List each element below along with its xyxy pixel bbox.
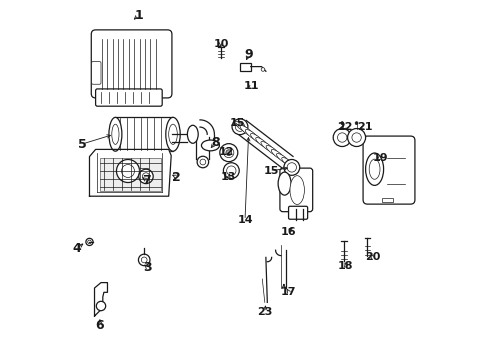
Circle shape <box>235 122 245 131</box>
Ellipse shape <box>109 117 122 151</box>
Text: 5: 5 <box>78 138 87 150</box>
Bar <box>116 117 173 151</box>
Ellipse shape <box>112 124 119 144</box>
Circle shape <box>347 129 366 147</box>
Circle shape <box>200 159 206 165</box>
Circle shape <box>139 169 153 184</box>
Text: 20: 20 <box>365 252 381 262</box>
Circle shape <box>284 159 300 175</box>
Text: 3: 3 <box>143 261 151 274</box>
Circle shape <box>227 166 236 175</box>
Ellipse shape <box>187 125 198 143</box>
Circle shape <box>143 173 149 180</box>
Circle shape <box>86 238 93 246</box>
Circle shape <box>97 301 106 311</box>
Circle shape <box>220 144 238 162</box>
Bar <box>139 168 148 174</box>
Text: 6: 6 <box>96 319 104 332</box>
Circle shape <box>139 254 150 266</box>
Text: 19: 19 <box>372 153 388 163</box>
Text: 7: 7 <box>142 174 150 186</box>
Circle shape <box>333 129 351 147</box>
Text: 10: 10 <box>213 39 228 49</box>
Text: 15: 15 <box>263 166 279 176</box>
Text: 16: 16 <box>280 227 296 237</box>
Bar <box>382 198 392 202</box>
Text: 23: 23 <box>257 307 272 318</box>
Ellipse shape <box>261 141 274 152</box>
FancyBboxPatch shape <box>96 89 162 106</box>
Text: 4: 4 <box>72 242 81 255</box>
FancyBboxPatch shape <box>289 206 308 219</box>
Bar <box>240 63 251 71</box>
Text: 11: 11 <box>244 81 259 91</box>
Ellipse shape <box>290 176 304 204</box>
Circle shape <box>352 133 361 142</box>
Ellipse shape <box>369 159 380 179</box>
Text: 13: 13 <box>221 172 237 182</box>
Text: 1: 1 <box>134 9 143 22</box>
Text: 22: 22 <box>337 122 353 132</box>
Circle shape <box>197 156 209 168</box>
Circle shape <box>117 159 140 183</box>
Text: 21: 21 <box>357 122 372 132</box>
Circle shape <box>341 122 343 125</box>
Ellipse shape <box>276 153 290 164</box>
Ellipse shape <box>271 149 284 160</box>
Circle shape <box>338 133 347 142</box>
Ellipse shape <box>266 145 279 156</box>
Text: 2: 2 <box>172 171 181 184</box>
Circle shape <box>122 165 134 177</box>
Ellipse shape <box>166 117 180 151</box>
Circle shape <box>141 257 147 263</box>
Text: 12: 12 <box>219 147 234 157</box>
Circle shape <box>224 148 234 158</box>
FancyBboxPatch shape <box>363 136 415 204</box>
Bar <box>100 158 161 191</box>
FancyBboxPatch shape <box>91 30 172 98</box>
Circle shape <box>287 163 296 172</box>
Ellipse shape <box>240 126 253 136</box>
Text: 18: 18 <box>338 261 354 271</box>
Text: 9: 9 <box>245 48 253 61</box>
FancyBboxPatch shape <box>92 62 101 84</box>
Ellipse shape <box>169 124 177 144</box>
Ellipse shape <box>235 121 248 132</box>
Circle shape <box>355 122 358 125</box>
Circle shape <box>261 68 265 71</box>
Ellipse shape <box>366 153 384 185</box>
Circle shape <box>226 150 232 156</box>
Ellipse shape <box>201 140 220 151</box>
Ellipse shape <box>256 138 269 148</box>
Text: 15: 15 <box>230 118 245 128</box>
Circle shape <box>223 163 239 179</box>
Polygon shape <box>95 283 107 316</box>
Text: 17: 17 <box>281 287 296 297</box>
FancyBboxPatch shape <box>280 168 313 212</box>
Ellipse shape <box>250 134 264 144</box>
Polygon shape <box>90 149 171 196</box>
Circle shape <box>232 119 248 135</box>
Text: 8: 8 <box>211 136 220 149</box>
Ellipse shape <box>245 130 258 140</box>
Ellipse shape <box>278 172 291 195</box>
Circle shape <box>88 240 91 244</box>
Ellipse shape <box>282 157 294 168</box>
Text: 14: 14 <box>237 215 253 225</box>
